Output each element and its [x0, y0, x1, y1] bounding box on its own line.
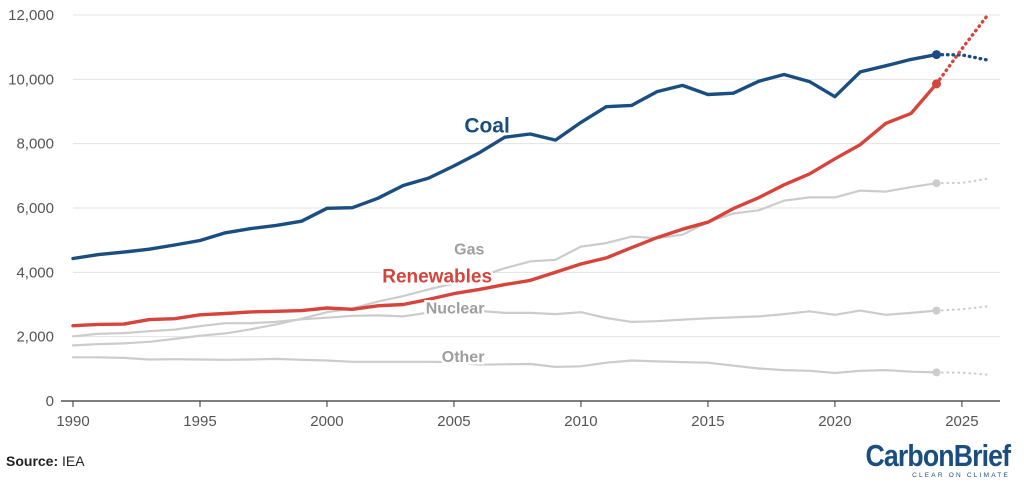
series-lines — [71, 13, 989, 377]
brand-name: CarbonBrief — [865, 438, 1010, 473]
gas-projection-line — [935, 177, 989, 185]
x-tick-label: 2005 — [437, 413, 470, 430]
y-tick-label: 10,000 — [8, 71, 54, 88]
y-tick-label: 4,000 — [16, 264, 54, 281]
renewables-series-label: Renewables — [382, 267, 492, 288]
nuclear-projection-line — [935, 305, 989, 312]
y-tick-label: 0 — [46, 393, 54, 410]
x-tick-label: 1995 — [183, 413, 216, 430]
y-tick-label: 6,000 — [16, 200, 54, 217]
other-series-label: Other — [442, 349, 485, 366]
gas-latest-point — [932, 179, 941, 188]
other-latest-point — [932, 368, 941, 377]
other-series-line — [71, 356, 938, 375]
x-tick-label: 2020 — [818, 413, 851, 430]
coal-series-line — [71, 52, 939, 261]
gas-series-label: Gas — [454, 242, 484, 259]
y-axis-tick-labels: 0 2,000 4,000 6,000 8,000 10,000 12,000 — [8, 7, 54, 410]
x-tick-label: 2025 — [945, 413, 978, 430]
grid-lines — [73, 14, 1000, 338]
y-tick-label: 12,000 — [8, 7, 54, 24]
y-tick-label: 8,000 — [16, 136, 54, 153]
x-tick-label: 2010 — [564, 413, 597, 430]
x-tick-label: 1990 — [56, 413, 89, 430]
x-tick-label: 2015 — [691, 413, 724, 430]
source-note: Source: IEA — [6, 453, 85, 469]
x-axis-tick-labels: 1990 1995 2000 2005 2010 2015 2020 2025 — [56, 401, 979, 430]
source-text: IEA — [58, 453, 85, 469]
other-projection-line — [935, 371, 989, 376]
renewables-latest-point — [932, 79, 942, 89]
carbon-brief-logo: CarbonBrief CLEAR ON CLIMATE — [842, 438, 1010, 480]
brand-tagline: CLEAR ON CLIMATE — [912, 472, 1010, 479]
gas-series-line — [71, 182, 938, 347]
series-labels: Coal Renewables Gas Nuclear Other — [380, 112, 513, 368]
source-prefix: Source: — [6, 453, 59, 469]
coal-latest-point — [932, 50, 942, 60]
nuclear-series-label: Nuclear — [426, 301, 485, 318]
y-tick-label: 2,000 — [16, 329, 54, 346]
coal-series-label: Coal — [464, 114, 510, 137]
renewables-series-line — [71, 82, 939, 328]
nuclear-latest-point — [932, 306, 941, 315]
coal-projection-line — [934, 52, 989, 62]
x-tick-label: 2000 — [310, 413, 343, 430]
nuclear-series-line — [71, 309, 938, 338]
renewables-projection-line — [934, 13, 989, 86]
